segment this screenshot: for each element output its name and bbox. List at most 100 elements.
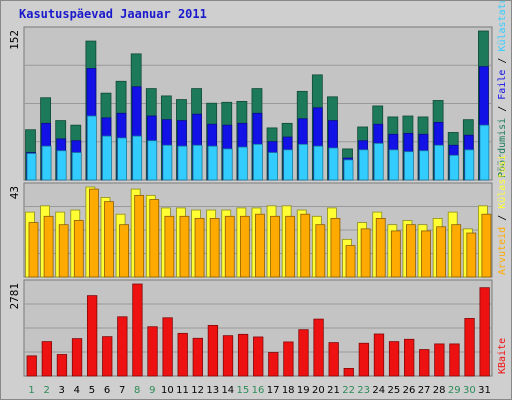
x-tick-label: 27 <box>418 385 431 396</box>
bar-külastatud-lehti <box>268 152 278 181</box>
x-tick-label: 7 <box>119 385 125 396</box>
x-tick-label: 26 <box>403 385 416 396</box>
bar-arvuteid <box>285 215 296 278</box>
x-tick-label: 14 <box>221 385 234 396</box>
bar-kbaite <box>298 329 309 377</box>
x-tick-label: 13 <box>206 385 219 396</box>
x-tick-label: 6 <box>104 385 110 396</box>
legend-top: Pöördumisi / Faile / Külastatud lehti <box>497 1 508 178</box>
bar-kbaite <box>117 316 128 377</box>
bar-külastatud-lehti <box>404 151 414 181</box>
bar-külastatud-lehti <box>313 145 324 181</box>
x-tick-label: 3 <box>59 385 65 396</box>
bar-külastatud-lehti <box>373 143 384 181</box>
bar-külastatud-lehti <box>26 153 37 181</box>
x-tick-label: 1 <box>28 385 34 396</box>
bar-kbaite <box>449 343 460 377</box>
bar-arvuteid <box>375 217 386 278</box>
bar-arvuteid <box>466 232 477 278</box>
bar-kbaite <box>26 355 37 377</box>
x-tick-label: 30 <box>463 385 476 396</box>
bar-kbaite <box>207 324 219 377</box>
bar-külastatud-lehti <box>298 143 309 181</box>
bar-külastatud-lehti <box>464 149 475 181</box>
x-tick-label: 25 <box>388 385 401 396</box>
bar-arvuteid <box>88 188 99 278</box>
bar-külastatud-lehti <box>162 144 173 181</box>
x-tick-label: 17 <box>267 385 280 396</box>
x-tick-label: 16 <box>252 385 265 396</box>
bar-külastatud-lehti <box>117 137 127 181</box>
bar-kbaite <box>237 333 249 377</box>
bar-kbaite <box>358 342 370 377</box>
x-tick-label: 18 <box>282 385 295 396</box>
bar-kbaite <box>86 295 98 377</box>
y-max-label-top: 152 <box>8 30 21 50</box>
bar-kbaite <box>313 318 324 377</box>
bar-kbaite <box>177 332 188 377</box>
bar-kbaite <box>388 341 400 377</box>
x-tick-label: 21 <box>327 385 340 396</box>
bar-külastatud-lehti <box>283 149 294 181</box>
bar-arvuteid <box>421 230 431 278</box>
y-max-label-middle: 43 <box>8 186 21 199</box>
bar-arvuteid <box>119 224 129 278</box>
bar-arvuteid <box>224 215 235 278</box>
bar-arvuteid <box>73 220 84 278</box>
legend-entry: Faile <box>497 70 508 100</box>
bar-kbaite <box>479 287 490 377</box>
bar-kbaite <box>147 326 158 377</box>
bar-kbaite <box>434 343 445 377</box>
bar-kbaite <box>328 342 339 377</box>
x-tick-label: 29 <box>448 385 461 396</box>
bar-arvuteid <box>209 217 220 278</box>
x-tick-label: 5 <box>89 385 95 396</box>
bar-külastatud-lehti <box>237 146 248 181</box>
legend-separator: / <box>497 209 508 227</box>
bar-arvuteid <box>270 215 280 278</box>
bar-kbaite <box>283 341 294 377</box>
bar-külastatud-lehti <box>102 135 112 181</box>
bar-külastatud-lehti <box>192 144 203 181</box>
bar-külastatud-lehti <box>86 115 97 181</box>
bar-kbaite <box>192 337 203 377</box>
chart-title: Kasutuspäevad Jaanuar 2011 <box>19 7 207 21</box>
bar-arvuteid <box>255 213 265 278</box>
bar-kbaite <box>41 341 52 377</box>
bar-kbaite <box>268 352 279 377</box>
bar-arvuteid <box>481 213 492 278</box>
bar-kbaite <box>373 333 385 377</box>
bar-arvuteid <box>104 201 114 278</box>
bar-arvuteid <box>239 215 250 278</box>
bar-arvuteid <box>300 213 311 278</box>
bar-kbaite <box>222 335 234 377</box>
bar-külastatud-lehti <box>41 145 52 181</box>
bar-arvuteid <box>28 222 39 278</box>
bar-külastatud-lehti <box>343 159 354 181</box>
bar-kbaite <box>343 367 354 377</box>
x-tick-label: 23 <box>357 385 370 396</box>
bar-arvuteid <box>345 245 356 278</box>
x-tick-label: 15 <box>237 385 250 396</box>
bar-arvuteid <box>164 215 175 278</box>
bar-külastatud-lehti <box>71 152 82 181</box>
bar-külastatud-lehti <box>434 144 445 181</box>
bar-arvuteid <box>134 194 145 278</box>
bar-arvuteid <box>58 224 69 278</box>
x-tick-label: 11 <box>176 385 189 396</box>
legend-middle: Arvuteid / Külastusi <box>497 155 508 275</box>
x-tick-label: 24 <box>372 385 385 396</box>
x-tick-label: 9 <box>149 385 155 396</box>
bar-arvuteid <box>330 217 341 278</box>
legend-entry: Pöördumisi <box>497 118 508 178</box>
bar-kbaite <box>253 336 264 377</box>
x-tick-label: 20 <box>312 385 325 396</box>
bar-arvuteid <box>406 224 416 278</box>
x-tick-label: 2 <box>43 385 49 396</box>
x-tick-label: 10 <box>161 385 174 396</box>
bar-kbaite <box>162 317 173 377</box>
bar-külastatud-lehti <box>328 147 339 181</box>
bar-külastatud-lehti <box>147 140 158 181</box>
